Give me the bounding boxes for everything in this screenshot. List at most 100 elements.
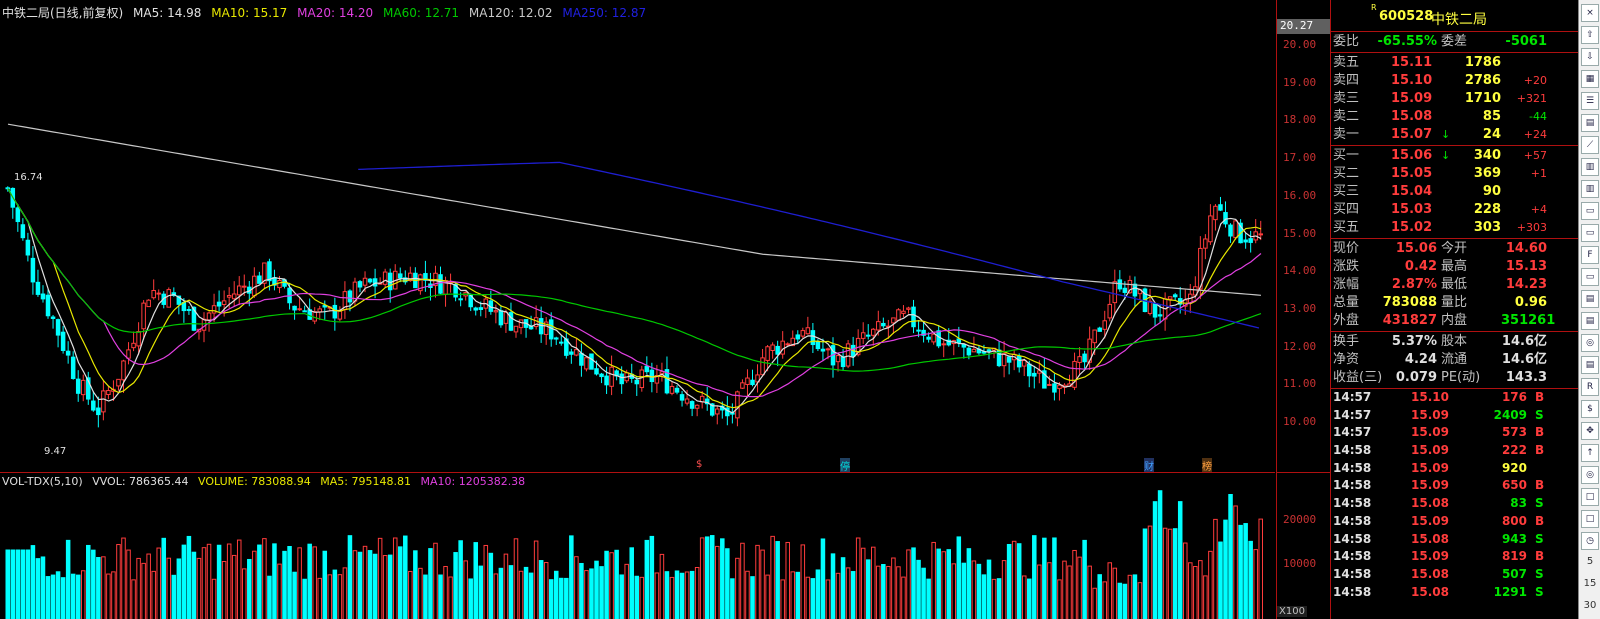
stat-row[interactable]: 涨幅 2.87% 最低 14.23 bbox=[1331, 276, 1578, 294]
table-icon[interactable]: ▤ bbox=[1581, 356, 1599, 374]
bid-level-row[interactable]: 买一 15.06 ↓ 340 +57 bbox=[1331, 147, 1578, 165]
rsi-icon[interactable]: R bbox=[1581, 378, 1599, 396]
candle bbox=[1052, 383, 1057, 393]
ask-level-row[interactable]: 卖二 15.08 85 -44 bbox=[1331, 108, 1578, 126]
volume-bar bbox=[1107, 562, 1113, 619]
signal-finance-icon[interactable]: 财 bbox=[1144, 458, 1154, 472]
grid-icon[interactable]: ▦ bbox=[1581, 70, 1599, 88]
bars-icon[interactable]: ▥ bbox=[1581, 180, 1599, 198]
candle bbox=[1082, 353, 1087, 363]
kline-chart[interactable]: 中铁二局(日线,前复权) MA5: 14.98 MA10: 15.17 MA20… bbox=[0, 0, 1275, 472]
bars-icon[interactable]: ▥ bbox=[1581, 158, 1599, 176]
tick-time: 14:58 bbox=[1333, 584, 1372, 599]
tick-row[interactable]: 14:57 15.10 176 B bbox=[1331, 389, 1578, 407]
table-icon[interactable]: ▤ bbox=[1581, 114, 1599, 132]
tick-row[interactable]: 14:58 15.09 920 bbox=[1331, 460, 1578, 478]
signal-halt-icon[interactable]: 停 bbox=[840, 458, 850, 472]
fund-row[interactable]: 净资 4.24 流通 14.6亿 bbox=[1331, 351, 1578, 369]
stat-row[interactable]: 涨跌 0.42 最高 15.13 bbox=[1331, 258, 1578, 276]
fund-row[interactable]: 收益(三) 0.079 PE(动) 143.3 bbox=[1331, 369, 1578, 387]
tick-row[interactable]: 14:58 15.08 507 S bbox=[1331, 566, 1578, 584]
circle-icon[interactable]: ◎ bbox=[1581, 334, 1599, 352]
period-5-button[interactable]: 5 bbox=[1586, 556, 1594, 567]
dollar-icon[interactable]: $ bbox=[1581, 400, 1599, 418]
candle bbox=[574, 349, 579, 356]
volume-bar bbox=[765, 574, 770, 619]
stat-row[interactable]: 总量 783088 量比 0.96 bbox=[1331, 294, 1578, 312]
table-icon[interactable]: ▤ bbox=[1581, 312, 1599, 330]
close-icon[interactable]: × bbox=[1581, 4, 1599, 22]
period-15-button[interactable]: 15 bbox=[1583, 578, 1597, 589]
candle bbox=[896, 309, 901, 321]
candle bbox=[297, 308, 302, 311]
price-plot[interactable] bbox=[0, 0, 1275, 472]
tick-row[interactable]: 14:58 15.08 1291 S bbox=[1331, 584, 1578, 602]
volume-plot[interactable] bbox=[0, 473, 1275, 619]
tick-row[interactable]: 14:58 15.09 650 B bbox=[1331, 477, 1578, 495]
candle bbox=[906, 307, 911, 310]
candle bbox=[674, 387, 680, 393]
ask-level-row[interactable]: 卖五 15.11 1786 bbox=[1331, 54, 1578, 72]
volume-bar bbox=[221, 561, 227, 619]
candle bbox=[1208, 215, 1213, 243]
tick-row[interactable]: 14:58 15.09 819 B bbox=[1331, 548, 1578, 566]
candle bbox=[493, 310, 499, 313]
list-icon[interactable]: ☰ bbox=[1581, 92, 1599, 110]
volume-bar bbox=[458, 540, 463, 619]
square-icon[interactable]: □ bbox=[1581, 510, 1599, 528]
tick-side: S bbox=[1535, 566, 1544, 581]
tick-row[interactable]: 14:58 15.08 943 S bbox=[1331, 531, 1578, 549]
signal-rank-icon[interactable]: 榜 bbox=[1202, 458, 1212, 472]
square-icon[interactable]: □ bbox=[1581, 488, 1599, 506]
down-arrow-icon[interactable]: ⇩ bbox=[1581, 48, 1599, 66]
signal-dollar-icon[interactable]: $ bbox=[696, 459, 703, 470]
tick-row[interactable]: 14:57 15.09 2409 S bbox=[1331, 407, 1578, 425]
tick-list[interactable]: 14:57 15.10 176 B 14:57 15.09 2409 S 14:57 15.09 5… bbox=[1331, 389, 1578, 601]
candle bbox=[966, 347, 972, 356]
doc-icon[interactable]: ▭ bbox=[1581, 268, 1599, 286]
up-arrow-icon[interactable]: ⇧ bbox=[1581, 26, 1599, 44]
tick-volume: 176 bbox=[1501, 390, 1527, 404]
candle bbox=[619, 373, 624, 385]
circle-icon[interactable]: ◎ bbox=[1581, 466, 1599, 484]
volume-bar bbox=[493, 573, 499, 619]
volume-axis: 20000 10000 X100 bbox=[1276, 472, 1330, 619]
tick-time: 14:58 bbox=[1333, 566, 1372, 581]
ask-level-row[interactable]: 卖一 15.07 ↓ 24 +24 bbox=[1331, 126, 1578, 144]
tick-row[interactable]: 14:57 15.09 573 B bbox=[1331, 424, 1578, 442]
f10-icon[interactable]: F bbox=[1581, 246, 1599, 264]
table-icon[interactable]: ▤ bbox=[1581, 290, 1599, 308]
stat-row[interactable]: 外盘 431827 内盘 351261 bbox=[1331, 312, 1578, 330]
tick-row[interactable]: 14:58 15.09 800 B bbox=[1331, 513, 1578, 531]
candle bbox=[236, 285, 242, 296]
volume-bar bbox=[478, 565, 484, 619]
up-icon[interactable]: ↑ bbox=[1581, 444, 1599, 462]
ask-level-row[interactable]: 卖四 15.10 2786 +20 bbox=[1331, 72, 1578, 90]
volume-chart[interactable]: VOL-TDX(5,10) VVOL: 786365.44 VOLUME: 78… bbox=[0, 472, 1275, 619]
volume-bar bbox=[136, 557, 141, 619]
price-axis-label: 18.00 bbox=[1283, 113, 1317, 127]
move-icon[interactable]: ✥ bbox=[1581, 422, 1599, 440]
volume-bar bbox=[815, 569, 821, 619]
tick-row[interactable]: 14:58 15.08 83 S bbox=[1331, 495, 1578, 513]
bid-level-row[interactable]: 买四 15.03 228 +4 bbox=[1331, 201, 1578, 219]
doc-icon[interactable]: ▭ bbox=[1581, 202, 1599, 220]
tick-row[interactable]: 14:58 15.09 222 B bbox=[1331, 442, 1578, 460]
fund-row[interactable]: 换手 5.37% 股本 14.6亿 bbox=[1331, 333, 1578, 351]
clock-icon[interactable]: ◷ bbox=[1581, 532, 1599, 550]
bid-level-row[interactable]: 买二 15.05 369 +1 bbox=[1331, 165, 1578, 183]
volume-bar bbox=[614, 549, 619, 619]
stat-row[interactable]: 现价 15.06 今开 14.60 bbox=[1331, 240, 1578, 258]
period-30-button[interactable]: 30 bbox=[1583, 600, 1597, 611]
price-axis-label: 15.00 bbox=[1283, 226, 1317, 240]
bid-level-row[interactable]: 买三 15.04 90 bbox=[1331, 183, 1578, 201]
doc-icon[interactable]: ▭ bbox=[1581, 224, 1599, 242]
stat-value: 431827 bbox=[1382, 313, 1437, 328]
ask-level-row[interactable]: 卖三 15.09 1710 +321 bbox=[1331, 90, 1578, 108]
level-label: 买一 bbox=[1333, 148, 1360, 163]
volume-bar bbox=[689, 570, 695, 619]
volume-bar bbox=[644, 539, 650, 619]
bid-level-row[interactable]: 买五 15.02 303 +303 bbox=[1331, 219, 1578, 237]
line-chart-icon[interactable]: ⟋ bbox=[1581, 136, 1599, 154]
stat-label: 现价 bbox=[1333, 241, 1360, 256]
